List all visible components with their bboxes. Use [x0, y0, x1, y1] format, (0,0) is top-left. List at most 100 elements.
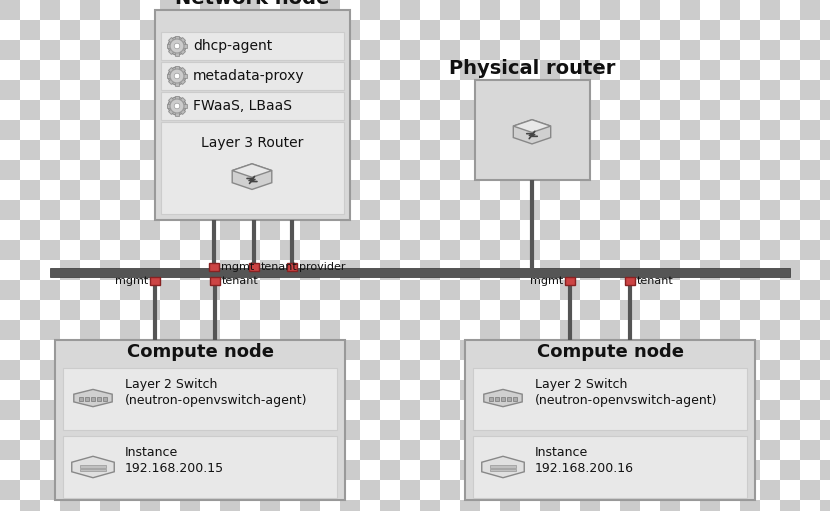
Bar — [340, 80, 360, 100]
Bar — [300, 20, 320, 40]
Bar — [40, 440, 60, 460]
Bar — [500, 180, 520, 200]
Bar — [380, 220, 400, 240]
Bar — [640, 40, 660, 60]
Bar — [800, 40, 820, 60]
Bar — [440, 220, 460, 240]
Bar — [100, 420, 120, 440]
Bar — [80, 380, 100, 400]
Bar — [280, 100, 300, 120]
Bar — [280, 260, 300, 280]
Bar — [160, 20, 180, 40]
Bar — [220, 460, 240, 480]
Bar — [260, 480, 280, 500]
Bar — [300, 360, 320, 380]
Bar — [580, 40, 600, 60]
Bar — [40, 360, 60, 380]
Bar — [580, 0, 600, 20]
Bar — [480, 460, 500, 480]
Bar — [340, 400, 360, 420]
Bar — [320, 260, 340, 280]
Bar — [280, 40, 300, 60]
Bar — [280, 360, 300, 380]
Bar — [400, 160, 420, 180]
Bar — [140, 400, 160, 420]
Bar — [40, 100, 60, 120]
Bar — [440, 400, 460, 420]
Bar — [420, 200, 440, 220]
Bar — [220, 300, 240, 320]
Bar — [320, 40, 340, 60]
Bar — [400, 200, 420, 220]
Bar — [160, 120, 180, 140]
Bar — [300, 260, 320, 280]
Bar — [0, 480, 20, 500]
Bar — [740, 120, 760, 140]
Bar — [200, 100, 220, 120]
Bar — [220, 20, 240, 40]
Bar — [480, 500, 500, 511]
Bar — [800, 360, 820, 380]
Bar — [91, 398, 95, 401]
Bar — [540, 360, 560, 380]
Bar — [220, 320, 240, 340]
Bar — [620, 40, 640, 60]
Bar — [20, 220, 40, 240]
Bar — [640, 260, 660, 280]
Bar — [360, 100, 380, 120]
Bar — [500, 120, 520, 140]
Bar — [100, 120, 120, 140]
Bar — [700, 140, 720, 160]
Bar — [260, 240, 280, 260]
Bar — [660, 460, 680, 480]
Bar — [20, 260, 40, 280]
Bar — [480, 320, 500, 340]
Bar — [200, 20, 220, 40]
Bar — [200, 160, 220, 180]
Bar — [200, 500, 220, 511]
Bar — [320, 480, 340, 500]
Bar — [320, 200, 340, 220]
Bar — [600, 320, 620, 340]
Bar — [540, 100, 560, 120]
Bar — [60, 460, 80, 480]
Bar — [460, 360, 480, 380]
Bar — [680, 100, 700, 120]
Bar — [440, 340, 460, 360]
Bar — [220, 160, 240, 180]
Bar — [80, 80, 100, 100]
Bar — [580, 380, 600, 400]
Text: Compute node: Compute node — [536, 343, 683, 361]
Bar — [280, 160, 300, 180]
Bar — [520, 40, 540, 60]
Bar — [200, 460, 220, 480]
FancyBboxPatch shape — [161, 122, 344, 214]
Bar — [200, 400, 220, 420]
Bar — [700, 260, 720, 280]
Bar — [540, 260, 560, 280]
Bar — [620, 160, 640, 180]
Bar — [240, 320, 260, 340]
Bar — [720, 80, 740, 100]
Bar — [540, 380, 560, 400]
Bar — [560, 300, 580, 320]
Bar — [200, 420, 220, 440]
Bar — [440, 240, 460, 260]
Bar — [700, 0, 720, 20]
Bar — [300, 340, 320, 360]
Bar — [780, 320, 800, 340]
Bar — [140, 280, 160, 300]
Bar — [100, 320, 120, 340]
Bar — [480, 20, 500, 40]
Bar — [220, 440, 240, 460]
Bar — [800, 480, 820, 500]
Bar — [0, 400, 20, 420]
Bar — [600, 80, 620, 100]
Bar — [320, 180, 340, 200]
Bar — [280, 200, 300, 220]
Bar — [660, 340, 680, 360]
Bar — [640, 280, 660, 300]
Bar — [820, 500, 830, 511]
Bar — [60, 160, 80, 180]
Bar — [120, 480, 140, 500]
